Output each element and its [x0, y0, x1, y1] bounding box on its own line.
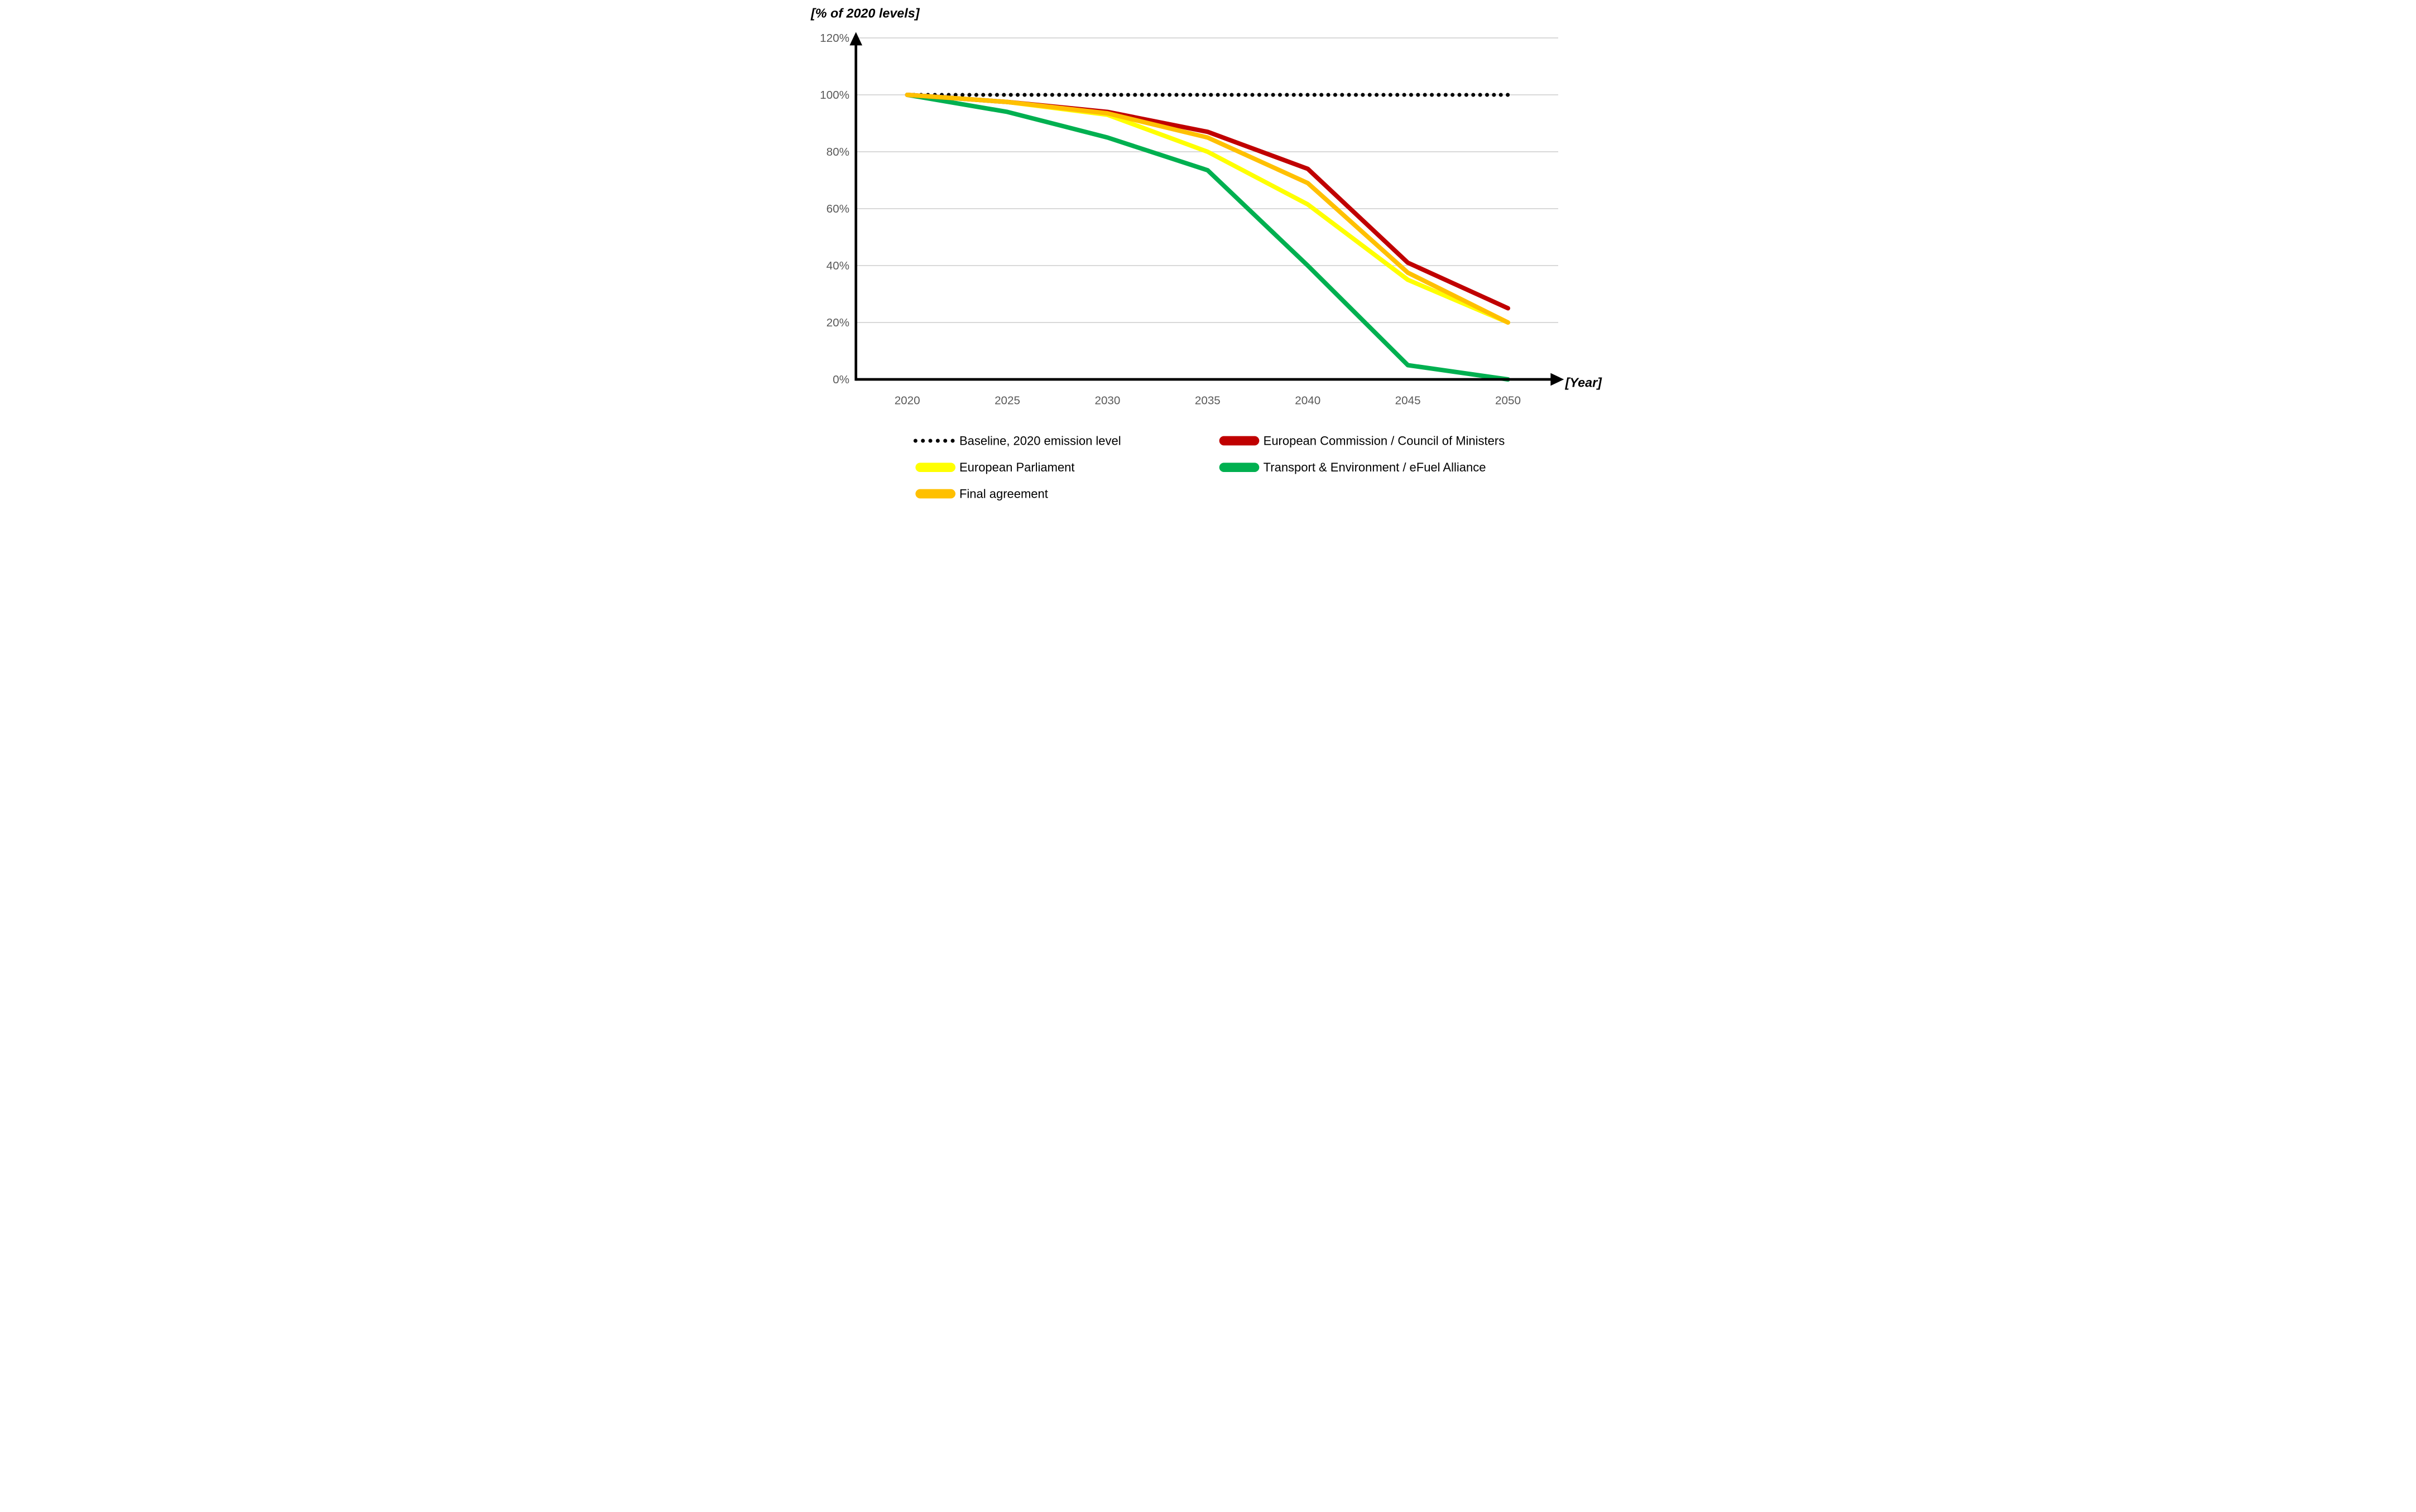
series-lines — [905, 92, 1511, 382]
legend-marker-line — [1219, 436, 1260, 446]
series-line — [905, 92, 1511, 382]
y-tick-label: 100% — [820, 89, 849, 102]
y-tick-labels: 0% 20% 40% 60% 80% 100% 120% — [820, 32, 849, 386]
legend-marker-dotted — [921, 439, 925, 443]
legend-label: Baseline, 2020 emission level — [959, 434, 1121, 447]
legend-marker-line — [1219, 463, 1260, 472]
x-tick-label: 2035 — [1195, 394, 1221, 407]
legend-marker-dotted — [935, 439, 940, 443]
y-axis-arrow — [849, 32, 863, 46]
x-tick-label: 2040 — [1295, 394, 1320, 407]
x-tick-label: 2025 — [995, 394, 1020, 407]
x-tick-label: 2020 — [895, 394, 920, 407]
y-tick-label: 20% — [827, 316, 849, 329]
x-axis-arrow — [1550, 373, 1564, 386]
legend-label: Transport & Environment / eFuel Alliance — [1264, 460, 1486, 474]
legend-marker-line — [915, 463, 956, 472]
legend-marker-dotted — [943, 439, 948, 443]
x-tick-labels: 2020 2025 2030 2035 2040 2045 2050 — [895, 394, 1521, 407]
series-line — [905, 92, 1511, 325]
legend-marker-dotted — [913, 439, 918, 443]
x-tick-label: 2045 — [1395, 394, 1421, 407]
y-tick-label: 40% — [827, 259, 849, 272]
x-axis-title: [Year] — [1565, 375, 1602, 389]
y-tick-label: 80% — [827, 146, 849, 158]
x-tick-label: 2050 — [1495, 394, 1521, 407]
y-axis-title: [% of 2020 levels] — [810, 6, 920, 21]
legend-marker-line — [915, 489, 956, 499]
x-tick-label: 2030 — [1094, 394, 1120, 407]
y-tick-label: 120% — [820, 32, 849, 45]
legend-marker-dotted — [950, 439, 955, 443]
y-tick-label: 0% — [833, 373, 849, 386]
legend-label: Final agreement — [959, 487, 1048, 500]
y-tick-label: 60% — [827, 203, 849, 215]
gridlines — [856, 37, 1558, 380]
axes — [849, 32, 1564, 386]
legend-label: European Parliament — [959, 460, 1075, 474]
legend-label: European Commission / Council of Ministe… — [1264, 434, 1505, 447]
emissions-line-chart: 0%20%40%60%80%100%120% 2020 2025 2030 2035 2… — [805, 0, 1611, 504]
legend: Baseline, 2020 emission level European Pa… — [913, 434, 1505, 500]
figure: 0% 20% 40% 60% 80% 100% 120% 2020 2025 2030 2035 2… — [805, 0, 1611, 504]
legend-marker-dotted — [928, 439, 933, 443]
